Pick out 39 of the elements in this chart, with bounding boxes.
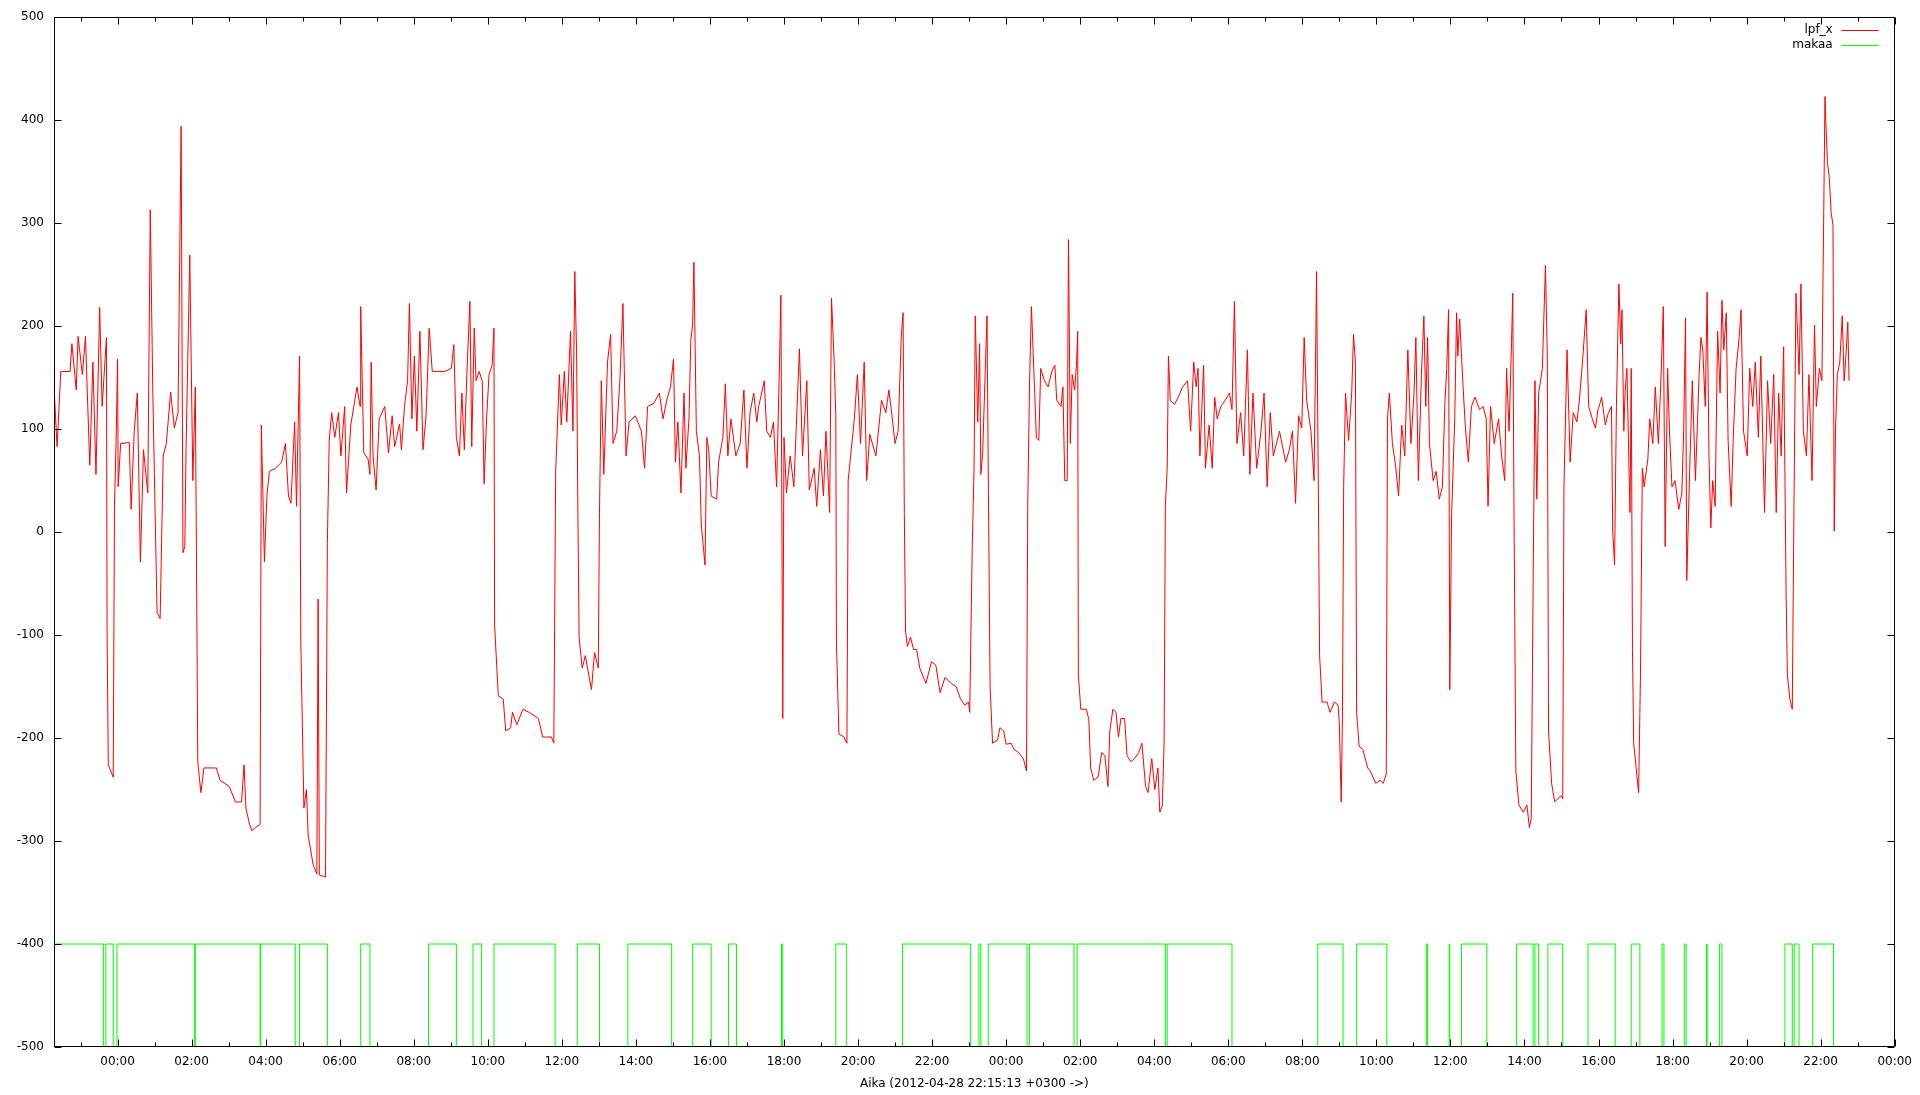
x-tick-label: 12:00 (544, 1054, 580, 1069)
x-tick-label: 14:00 (618, 1054, 654, 1069)
x-tick-label: 20:00 (840, 1054, 876, 1069)
x-tick-label: 00:00 (988, 1054, 1024, 1069)
y-tick-label: 100 (21, 421, 44, 436)
x-tick-label: 06:00 (322, 1054, 357, 1069)
x-tick-label: 00:00 (100, 1054, 135, 1069)
x-tick-label: 02:00 (174, 1054, 209, 1069)
y-tick-label: -500 (16, 1039, 44, 1054)
x-tick-label: 22:00 (914, 1054, 950, 1069)
x-tick-label: 08:00 (396, 1054, 432, 1069)
x-tick-label: 02:00 (1062, 1054, 1098, 1069)
x-tick-label: 08:00 (1285, 1054, 1320, 1069)
legend-label: makaa (1792, 37, 1833, 52)
y-tick-label: -200 (16, 730, 44, 745)
y-tick-label: 500 (21, 9, 44, 24)
x-tick-label: 18:00 (1655, 1054, 1690, 1069)
y-tick-label: 0 (36, 524, 44, 539)
x-tick-label: 22:00 (1803, 1054, 1838, 1069)
y-tick-label: 400 (21, 112, 44, 127)
x-tick-label: 16:00 (692, 1054, 728, 1069)
y-tick-label: -100 (16, 627, 44, 642)
x-tick-label: 20:00 (1729, 1054, 1764, 1069)
x-tick-label: 04:00 (248, 1054, 283, 1069)
x-tick-label: 06:00 (1210, 1054, 1246, 1069)
x-tick-label: 10:00 (470, 1054, 506, 1069)
x-tick-label: 14:00 (1507, 1054, 1542, 1069)
x-tick-label: 12:00 (1433, 1054, 1468, 1069)
x-axis-title: Aika (2012-04-28 22:15:13 +0300 ->) (859, 1075, 1089, 1090)
y-tick-label: -300 (16, 833, 44, 848)
x-tick-label: 18:00 (766, 1054, 802, 1069)
y-tick-label: 300 (21, 215, 44, 230)
x-tick-label: 04:00 (1136, 1054, 1172, 1069)
legend-label: lpf_x (1804, 22, 1833, 37)
y-tick-label: -400 (16, 936, 44, 951)
x-tick-label: 10:00 (1359, 1054, 1394, 1069)
x-tick-label: 16:00 (1581, 1054, 1616, 1069)
x-tick-label: 00:00 (1877, 1054, 1913, 1069)
y-tick-label: 200 (21, 318, 44, 333)
